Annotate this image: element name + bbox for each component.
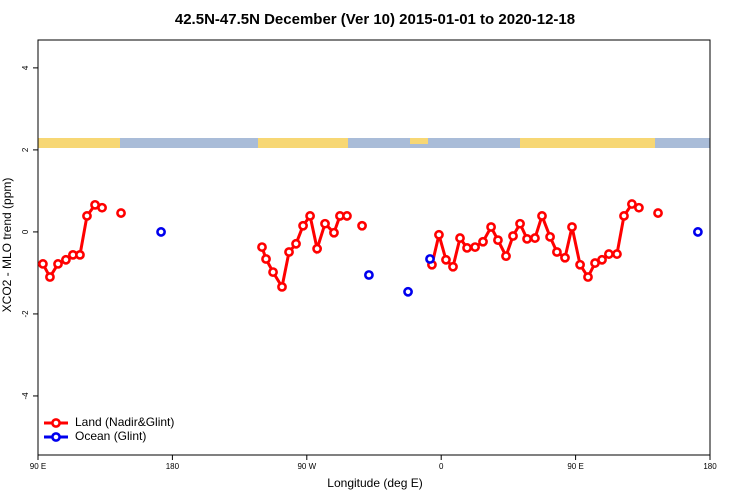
data-point bbox=[364, 270, 374, 280]
data-point bbox=[552, 247, 562, 257]
data-point bbox=[530, 233, 540, 243]
data-point bbox=[583, 272, 593, 282]
legend-marker bbox=[51, 418, 61, 428]
y-tick-label: 2 bbox=[21, 147, 30, 152]
data-point bbox=[156, 227, 166, 237]
data-point bbox=[97, 202, 107, 213]
data-point bbox=[515, 218, 525, 229]
y-tick-label: -2 bbox=[21, 310, 30, 318]
data-point bbox=[478, 236, 488, 247]
series-line bbox=[41, 203, 103, 281]
data-point bbox=[693, 227, 703, 237]
data-point bbox=[619, 211, 629, 221]
data-point bbox=[261, 254, 271, 264]
data-point bbox=[567, 222, 577, 232]
data-point bbox=[277, 281, 287, 292]
data-point bbox=[493, 235, 503, 246]
data-point bbox=[508, 231, 518, 241]
data-point bbox=[329, 227, 339, 238]
data-point bbox=[545, 231, 555, 242]
data-point bbox=[320, 218, 330, 229]
data-point bbox=[284, 247, 294, 257]
data-point bbox=[455, 233, 465, 243]
data-point bbox=[441, 254, 451, 265]
data-point bbox=[626, 199, 637, 209]
x-tick-label: 180 bbox=[703, 462, 717, 471]
y-axis-label: XCO2 - MLO trend (ppm) bbox=[0, 178, 14, 313]
chart-title: 42.5N-47.5N December (Ver 10) 2015-01-01… bbox=[175, 11, 575, 28]
data-point bbox=[305, 211, 315, 221]
data-point bbox=[604, 249, 614, 259]
x-tick-label: 90 W bbox=[297, 462, 316, 471]
data-point bbox=[434, 229, 444, 240]
data-point bbox=[470, 242, 480, 252]
data-point bbox=[634, 202, 644, 213]
data-point bbox=[612, 249, 622, 259]
data-point bbox=[403, 286, 413, 297]
data-point bbox=[268, 267, 278, 278]
legend-label: Land (Nadir&Glint) bbox=[75, 415, 174, 429]
x-tick-label: 90 E bbox=[567, 462, 583, 471]
x-tick-label: 0 bbox=[439, 462, 444, 471]
data-point bbox=[560, 252, 570, 263]
legend-label: Ocean (Glint) bbox=[75, 429, 146, 443]
data-point bbox=[425, 254, 435, 264]
data-point bbox=[312, 243, 323, 254]
data-point bbox=[75, 249, 85, 260]
data-point bbox=[462, 243, 472, 253]
data-point bbox=[342, 211, 352, 221]
data-point bbox=[82, 211, 92, 221]
data-point bbox=[298, 220, 308, 231]
data-point bbox=[257, 242, 267, 252]
x-tick-label: 180 bbox=[166, 462, 180, 471]
data-point bbox=[53, 259, 63, 269]
data-point bbox=[522, 233, 532, 244]
data-point bbox=[45, 272, 55, 282]
data-point bbox=[597, 254, 607, 265]
y-tick-label: 4 bbox=[21, 65, 30, 70]
data-point bbox=[653, 208, 663, 218]
data-point bbox=[448, 261, 458, 272]
data-point bbox=[501, 251, 511, 262]
land-mask-strip bbox=[38, 138, 710, 148]
data-point bbox=[38, 259, 48, 269]
data-point bbox=[116, 208, 126, 218]
data-point bbox=[291, 238, 301, 249]
legend-marker bbox=[51, 432, 61, 442]
data-point bbox=[575, 259, 585, 270]
plot-frame bbox=[37, 39, 711, 456]
x-tick-label: 90 E bbox=[30, 462, 46, 471]
data-point bbox=[486, 222, 496, 232]
data-point bbox=[357, 220, 367, 231]
y-tick-label: -4 bbox=[21, 392, 30, 400]
data-point bbox=[61, 254, 71, 265]
data-point bbox=[537, 211, 547, 221]
x-axis-label: Longitude (deg E) bbox=[327, 476, 422, 490]
y-tick-label: 0 bbox=[21, 229, 30, 234]
